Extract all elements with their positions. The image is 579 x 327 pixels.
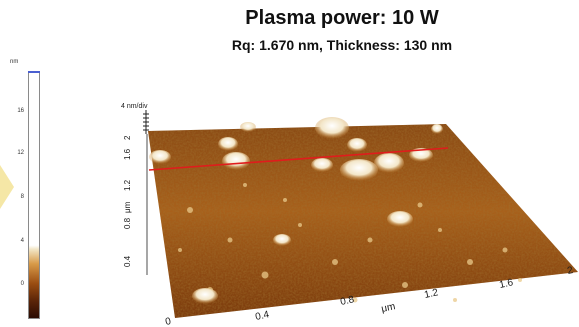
y-tick-label: 0.4 — [123, 255, 132, 267]
x-tick-label: 1.2 — [423, 287, 439, 301]
y-axis-unit: μm — [123, 201, 132, 213]
x-axis-unit: μm — [380, 301, 396, 315]
y-tick-label: 0.8 — [123, 217, 132, 229]
x-tick-label: 1.6 — [498, 277, 514, 291]
x-tick-label: 0 — [164, 316, 172, 327]
y-tick-label: 2 — [123, 135, 132, 140]
z-scale-label: 4 nm/div — [121, 103, 148, 110]
y-tick-label: 1.2 — [123, 179, 132, 191]
x-tick-label: 0.8 — [339, 294, 355, 308]
x-tick-label: 0.4 — [254, 309, 270, 323]
y-tick-label: 1.6 — [123, 148, 132, 160]
z-axis — [143, 110, 149, 134]
